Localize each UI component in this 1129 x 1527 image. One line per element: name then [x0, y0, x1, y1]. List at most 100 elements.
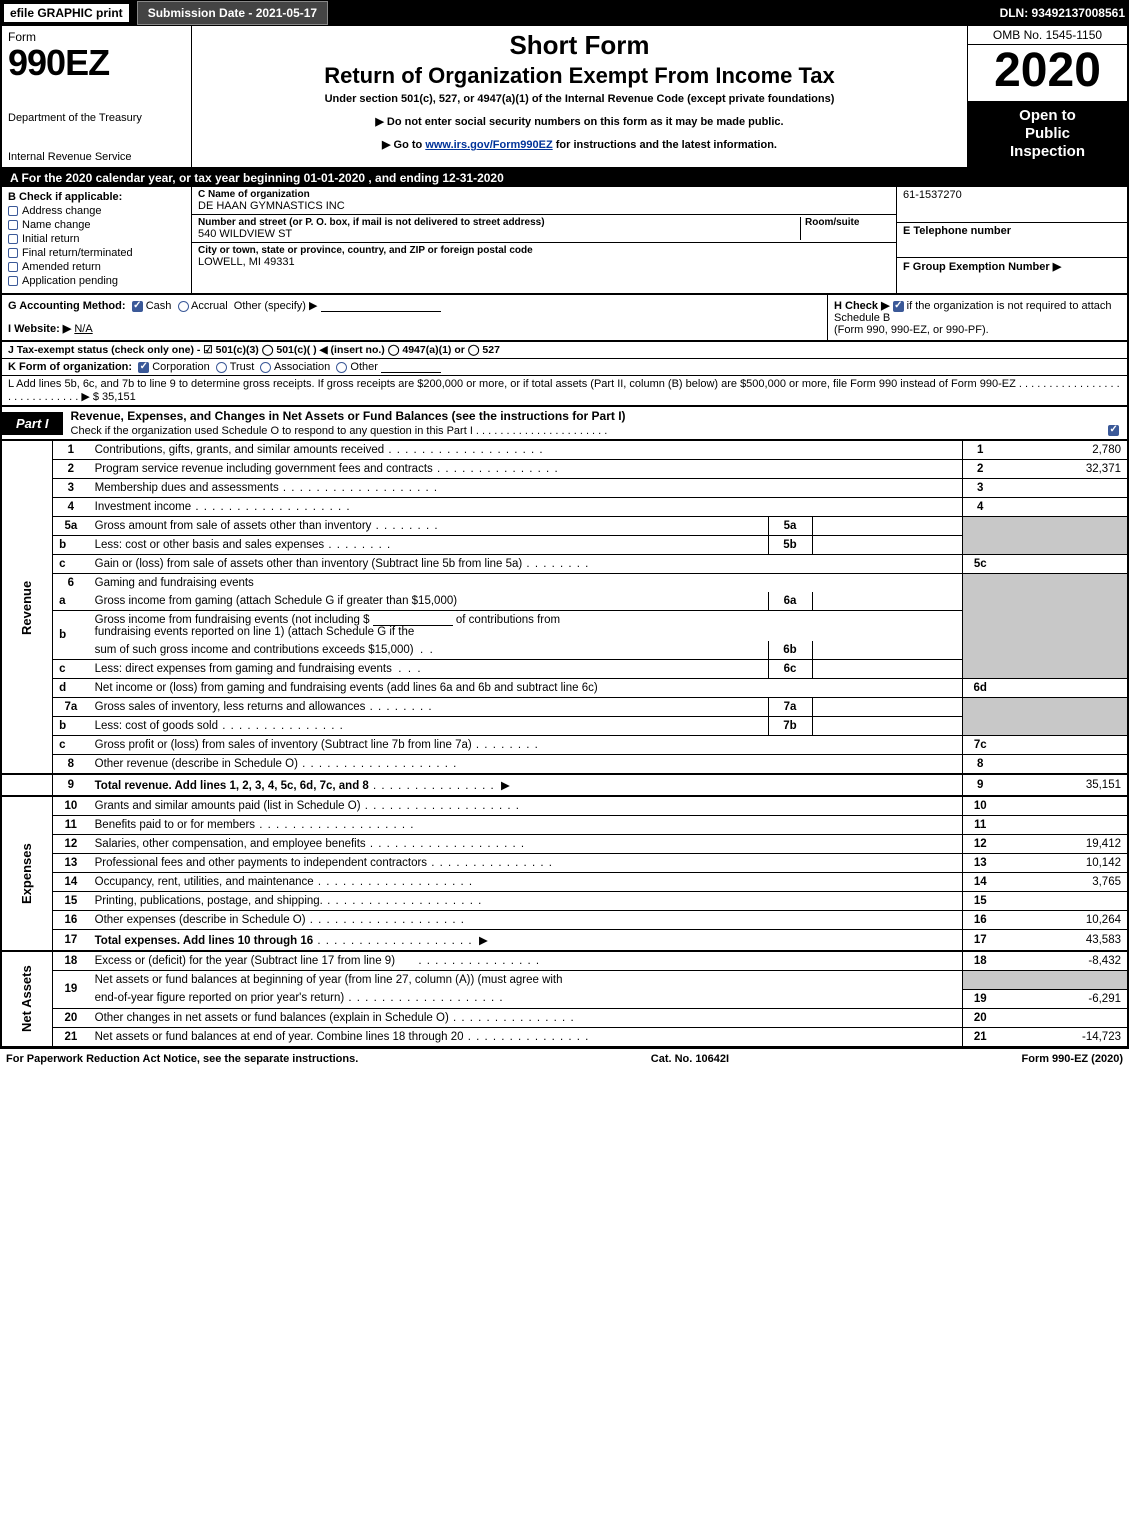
ln4-num: 4 [53, 498, 89, 517]
other-specify-line[interactable] [321, 300, 441, 312]
ln14-ref: 14 [962, 873, 998, 892]
ln13-num: 13 [53, 854, 89, 873]
ln5b-num: b [53, 536, 89, 555]
ln17-ref: 17 [962, 930, 998, 952]
j-text: J Tax-exempt status (check only one) - ☑… [8, 344, 500, 356]
l-line: L Add lines 5b, 6c, and 7b to line 9 to … [0, 376, 1129, 407]
ln12-num: 12 [53, 835, 89, 854]
h-block: H Check ▶ if the organization is not req… [827, 295, 1127, 340]
ln4-ref: 4 [962, 498, 998, 517]
side-netassets: Net Assets [1, 951, 53, 1046]
chk-final-return[interactable]: Final return/terminated [8, 247, 185, 259]
ln19-ref: 19 [962, 989, 998, 1008]
chk-trust[interactable] [216, 362, 227, 373]
ln5b-sub: 5b [768, 536, 812, 555]
chk-amended-return[interactable]: Amended return [8, 261, 185, 273]
ln20-desc: Other changes in net assets or fund bala… [95, 1012, 449, 1024]
ln8-num: 8 [53, 755, 89, 775]
ln1-desc: Contributions, gifts, grants, and simila… [95, 444, 385, 456]
efile-print[interactable]: efile GRAPHIC print [4, 4, 129, 22]
i-label: I Website: ▶ [8, 323, 71, 335]
ln19-num: 19 [53, 971, 89, 1009]
addr-value: 540 WILDVIEW ST [198, 228, 800, 240]
ln20-val [998, 1008, 1128, 1027]
ln4-val [998, 498, 1128, 517]
ln6c-desc: Less: direct expenses from gaming and fu… [95, 663, 392, 675]
ln10-ref: 10 [962, 796, 998, 816]
accrual-label: Accrual [191, 300, 228, 312]
ln2-num: 2 [53, 460, 89, 479]
section-def: 61-1537270 E Telephone number F Group Ex… [897, 187, 1127, 293]
note2-post: for instructions and the latest informat… [553, 139, 777, 151]
chk-initial-return[interactable]: Initial return [8, 233, 185, 245]
e-label: E Telephone number [903, 225, 1121, 237]
a-line-text: A For the 2020 calendar year, or tax yea… [8, 171, 506, 185]
ln14-num: 14 [53, 873, 89, 892]
ln20-ref: 20 [962, 1008, 998, 1027]
chk-part1-schedule-o[interactable] [1108, 425, 1119, 436]
irs-link[interactable]: www.irs.gov/Form990EZ [425, 139, 552, 151]
return-title: Return of Organization Exempt From Incom… [198, 63, 961, 89]
ln14-desc: Occupancy, rent, utilities, and maintena… [95, 876, 314, 888]
top-bar: efile GRAPHIC print Submission Date - 20… [0, 0, 1129, 26]
ln7ab-grey [962, 698, 998, 736]
ln11-num: 11 [53, 816, 89, 835]
chk-accrual[interactable] [178, 301, 189, 312]
ln6b-desc1b: of contributions from [456, 614, 560, 626]
ln7c-val [998, 736, 1128, 755]
ln19-greyval [998, 971, 1128, 990]
ln6-grey [962, 574, 998, 679]
ln9-ref: 9 [962, 774, 998, 796]
other-label: Other (specify) ▶ [234, 300, 318, 312]
info-block: B Check if applicable: Address change Na… [0, 187, 1129, 295]
ln7b-subval [812, 717, 962, 736]
ln9-desc: Total revenue. Add lines 1, 2, 3, 4, 5c,… [95, 780, 369, 792]
opt-name-change: Name change [22, 219, 91, 231]
k-label: K Form of organization: [8, 361, 132, 373]
ln19-val: -6,291 [998, 989, 1128, 1008]
other-line-k[interactable] [381, 361, 441, 373]
chk-address-change[interactable]: Address change [8, 205, 185, 217]
ln19-grey [962, 971, 998, 990]
chk-assoc[interactable] [260, 362, 271, 373]
submission-date-button[interactable]: Submission Date - 2021-05-17 [137, 1, 328, 25]
ln2-desc: Program service revenue including govern… [95, 463, 433, 475]
ln7a-sub: 7a [768, 698, 812, 717]
ln9-val: 35,151 [998, 774, 1128, 796]
chk-h[interactable] [893, 301, 904, 312]
ln15-val [998, 892, 1128, 911]
ln16-desc: Other expenses (describe in Schedule O) [95, 914, 306, 926]
chk-other[interactable] [336, 362, 347, 373]
ln2-ref: 2 [962, 460, 998, 479]
cash-label: Cash [146, 300, 172, 312]
city-label: City or town, state or province, country… [198, 245, 890, 256]
part1-sub: Check if the organization used Schedule … [71, 425, 608, 437]
assoc-label: Association [274, 361, 330, 373]
opt-address-change: Address change [22, 205, 102, 217]
form-header: Form 990EZ Department of the Treasury In… [0, 26, 1129, 169]
ln10-val [998, 796, 1128, 816]
chk-cash[interactable] [132, 301, 143, 312]
open-to-public: Open to Public Inspection [968, 101, 1127, 167]
ln1-ref: 1 [962, 441, 998, 460]
room-label: Room/suite [805, 217, 890, 228]
ln5a-sub: 5a [768, 517, 812, 536]
h-pre: H Check ▶ [834, 300, 893, 312]
ln6b-blank[interactable] [373, 614, 453, 626]
chk-application-pending[interactable]: Application pending [8, 275, 185, 287]
omb-number: OMB No. 1545-1150 [968, 26, 1127, 45]
ln5a-num: 5a [53, 517, 89, 536]
chk-corp[interactable] [138, 362, 149, 373]
ln6b-desc3: sum of such gross income and contributio… [95, 644, 414, 656]
dept-treasury: Department of the Treasury [8, 112, 185, 124]
chk-name-change[interactable]: Name change [8, 219, 185, 231]
opt-initial-return: Initial return [22, 233, 79, 245]
ln5b-subval [812, 536, 962, 555]
ln16-num: 16 [53, 911, 89, 930]
ln7c-num: c [53, 736, 89, 755]
ln18-num: 18 [53, 951, 89, 971]
ln20-num: 20 [53, 1008, 89, 1027]
ln6-greyval [998, 574, 1128, 679]
ln10-desc: Grants and similar amounts paid (list in… [95, 800, 361, 812]
ln15-num: 15 [53, 892, 89, 911]
